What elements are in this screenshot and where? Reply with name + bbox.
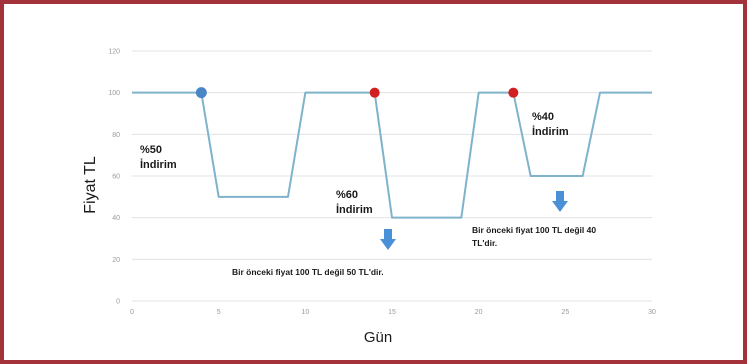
y-tick-label: 80	[112, 132, 120, 139]
price-note-2: Bir önceki fiyat 100 TL değil 40 TL'dir.	[472, 225, 598, 248]
data-point-marker	[508, 87, 519, 98]
y-tick-label: 60	[112, 174, 120, 181]
y-tick-label: 100	[108, 90, 120, 97]
discount-annotation-40: %40 İndirim	[532, 111, 569, 138]
y-tick-labels: 0 20 40 60 80 100 120	[108, 49, 120, 306]
y-axis-title: Fiyat TL	[82, 156, 99, 214]
arrow-down-icon	[552, 191, 568, 212]
x-tick-labels: 0 5 10 15 20 25 30	[130, 309, 656, 316]
x-tick-label: 10	[301, 309, 309, 316]
x-tick-label: 15	[388, 309, 396, 316]
x-tick-label: 5	[217, 309, 221, 316]
y-tick-label: 120	[108, 49, 120, 56]
price-line	[132, 91, 652, 219]
data-point-marker	[369, 87, 380, 98]
grid-lines	[132, 50, 652, 302]
series-group	[132, 91, 652, 219]
y-tick-label: 20	[112, 257, 120, 264]
data-point-marker	[195, 87, 207, 99]
price-note-1: Bir önceki fiyat 100 TL değil 50 TL'dir.	[232, 267, 384, 277]
discount-annotation-60: %60 İndirim	[336, 189, 373, 216]
x-tick-label: 0	[130, 309, 134, 316]
marker-group	[195, 87, 519, 99]
discount-annotation-50: %50 İndirim	[140, 144, 177, 171]
arrow-down-icon	[380, 229, 396, 250]
x-tick-label: 30	[648, 309, 656, 316]
x-tick-label: 25	[561, 309, 569, 316]
y-tick-label: 0	[116, 299, 120, 306]
y-tick-label: 40	[112, 215, 120, 222]
x-tick-label: 20	[475, 309, 483, 316]
x-axis-title: Gün	[364, 329, 392, 346]
